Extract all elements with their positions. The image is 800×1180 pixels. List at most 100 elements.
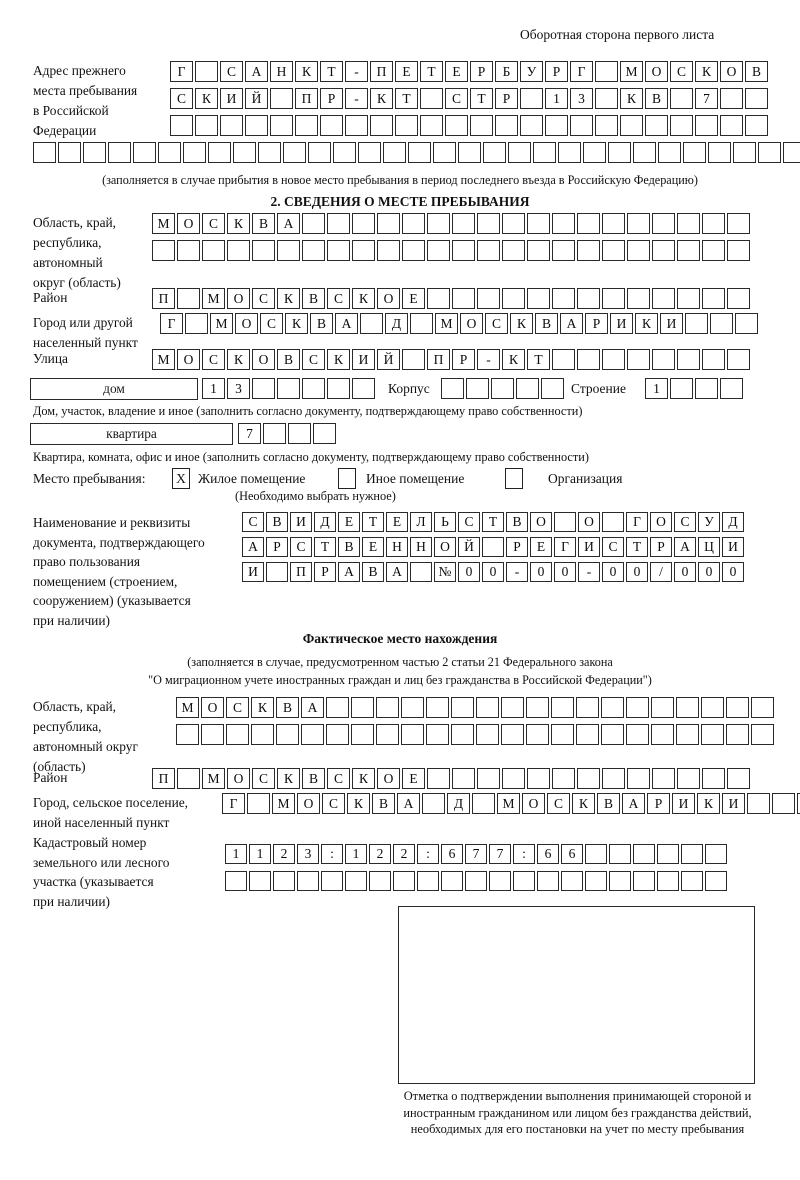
checkbox-inoe-pomeshchenie[interactable] [338, 468, 356, 489]
char-cell[interactable] [501, 697, 524, 718]
char-cell[interactable] [576, 724, 599, 745]
char-cell[interactable]: Р [647, 793, 670, 814]
char-cell[interactable]: О [297, 793, 320, 814]
char-cell[interactable]: - [506, 562, 528, 582]
char-cell[interactable] [520, 88, 543, 109]
char-cell[interactable] [747, 793, 770, 814]
char-cell[interactable] [225, 871, 247, 891]
char-cell[interactable] [745, 115, 768, 136]
char-cell[interactable]: М [272, 793, 295, 814]
char-cell[interactable] [695, 115, 718, 136]
char-cell[interactable] [751, 697, 774, 718]
char-cell[interactable] [727, 240, 750, 261]
char-cell[interactable]: 7 [465, 844, 487, 864]
char-cell[interactable] [626, 724, 649, 745]
char-cell[interactable] [652, 349, 675, 370]
char-cell[interactable]: М [210, 313, 233, 334]
char-cell[interactable] [477, 768, 500, 789]
char-cell[interactable] [427, 213, 450, 234]
char-cell[interactable]: В [372, 793, 395, 814]
char-cell[interactable]: Ц [698, 537, 720, 557]
char-cell[interactable] [202, 240, 225, 261]
char-cell[interactable]: В [302, 768, 325, 789]
char-cell[interactable] [401, 724, 424, 745]
char-cell[interactable] [570, 115, 593, 136]
char-cell[interactable]: О [645, 61, 668, 82]
char-cell[interactable] [410, 313, 433, 334]
char-cell[interactable] [472, 793, 495, 814]
char-cell[interactable]: М [497, 793, 520, 814]
char-cell[interactable]: 0 [722, 562, 744, 582]
char-cell[interactable] [527, 213, 550, 234]
char-cell[interactable]: 7 [695, 88, 718, 109]
char-cell[interactable] [681, 844, 703, 864]
char-cell[interactable] [727, 768, 750, 789]
char-cell[interactable] [652, 768, 675, 789]
char-cell[interactable] [576, 697, 599, 718]
section2-region-row-2[interactable] [152, 240, 752, 261]
char-cell[interactable] [326, 724, 349, 745]
char-cell[interactable]: Й [377, 349, 400, 370]
char-cell[interactable]: Т [420, 61, 443, 82]
char-cell[interactable] [351, 697, 374, 718]
char-cell[interactable]: С [674, 512, 696, 532]
char-cell[interactable] [302, 378, 325, 399]
char-cell[interactable] [277, 240, 300, 261]
stroenie-cells[interactable]: 1 [645, 378, 745, 399]
char-cell[interactable] [402, 213, 425, 234]
char-cell[interactable]: Е [402, 288, 425, 309]
char-cell[interactable] [627, 349, 650, 370]
char-cell[interactable] [551, 697, 574, 718]
char-cell[interactable] [585, 844, 607, 864]
char-cell[interactable] [758, 142, 781, 163]
char-cell[interactable] [527, 768, 550, 789]
char-cell[interactable]: К [277, 288, 300, 309]
char-cell[interactable] [645, 115, 668, 136]
char-cell[interactable]: И [290, 512, 312, 532]
confirmation-stamp-box[interactable] [398, 906, 755, 1084]
char-cell[interactable] [541, 378, 564, 399]
char-cell[interactable]: Т [527, 349, 550, 370]
char-cell[interactable] [595, 88, 618, 109]
char-cell[interactable] [681, 871, 703, 891]
char-cell[interactable] [301, 724, 324, 745]
char-cell[interactable]: К [277, 768, 300, 789]
char-cell[interactable] [252, 240, 275, 261]
char-cell[interactable]: Й [245, 88, 268, 109]
char-cell[interactable]: К [695, 61, 718, 82]
char-cell[interactable] [561, 871, 583, 891]
char-cell[interactable]: П [152, 288, 175, 309]
char-cell[interactable]: Р [266, 537, 288, 557]
char-cell[interactable]: К [295, 61, 318, 82]
char-cell[interactable] [705, 871, 727, 891]
char-cell[interactable]: В [645, 88, 668, 109]
previous-address-row-4[interactable] [33, 142, 800, 163]
char-cell[interactable]: С [445, 88, 468, 109]
char-cell[interactable]: Е [530, 537, 552, 557]
char-cell[interactable]: С [220, 61, 243, 82]
checkbox-zhiloe-pomeshchenie[interactable]: X [172, 468, 190, 489]
char-cell[interactable] [277, 378, 300, 399]
char-cell[interactable] [227, 240, 250, 261]
char-cell[interactable]: Н [410, 537, 432, 557]
char-cell[interactable] [602, 213, 625, 234]
char-cell[interactable] [708, 142, 731, 163]
char-cell[interactable] [408, 142, 431, 163]
char-cell[interactable]: Е [395, 61, 418, 82]
char-cell[interactable] [602, 512, 624, 532]
char-cell[interactable] [426, 697, 449, 718]
char-cell[interactable] [501, 724, 524, 745]
char-cell[interactable] [401, 697, 424, 718]
char-cell[interactable] [526, 697, 549, 718]
char-cell[interactable] [427, 768, 450, 789]
char-cell[interactable] [276, 724, 299, 745]
char-cell[interactable] [177, 288, 200, 309]
char-cell[interactable] [352, 240, 375, 261]
char-cell[interactable] [477, 240, 500, 261]
char-cell[interactable]: М [152, 213, 175, 234]
char-cell[interactable]: Н [386, 537, 408, 557]
char-cell[interactable]: О [578, 512, 600, 532]
char-cell[interactable]: И [220, 88, 243, 109]
